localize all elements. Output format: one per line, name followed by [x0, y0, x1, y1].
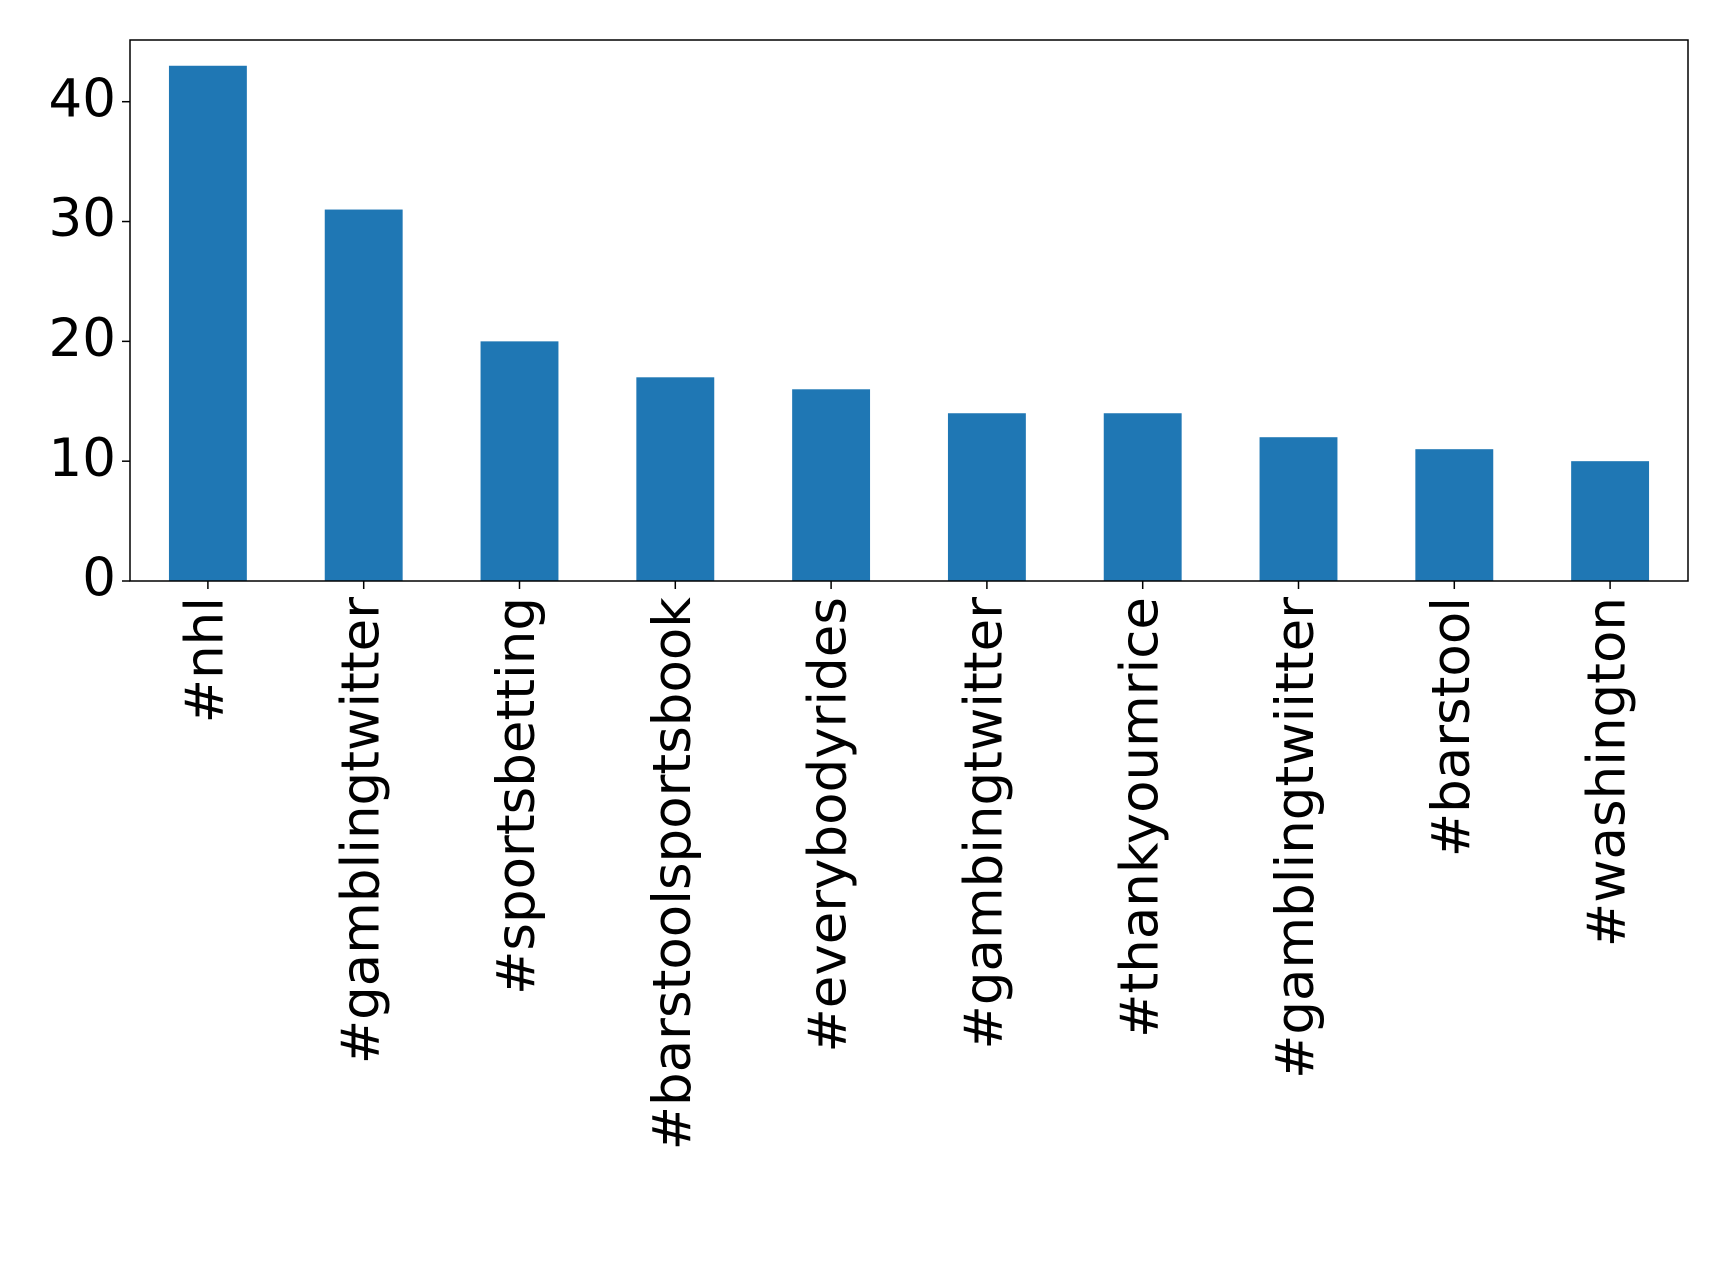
y-tick-label: 0 — [82, 548, 116, 609]
x-tick-label: #barstool — [1421, 597, 1482, 857]
x-tick-label: #thankyoumrice — [1109, 597, 1170, 1038]
bar — [1259, 437, 1338, 581]
y-tick-label: 20 — [49, 308, 116, 369]
x-tick-label: #gamblingtwitter — [330, 597, 391, 1065]
x-tick-label: #everybodyrides — [798, 597, 859, 1053]
y-tick-label: 10 — [49, 428, 116, 489]
bar — [792, 389, 871, 581]
bar — [168, 65, 247, 581]
bar — [480, 341, 559, 581]
bar — [636, 377, 715, 581]
x-tick-label: #washington — [1577, 597, 1638, 947]
y-tick-label: 40 — [49, 68, 116, 129]
bar — [947, 413, 1026, 581]
x-tick-label: #nhl — [175, 597, 236, 723]
x-tick-label: #sportsbetting — [486, 597, 547, 995]
y-tick-label: 30 — [49, 188, 116, 249]
plot-frame — [129, 39, 1689, 582]
bar — [324, 209, 403, 581]
x-tick-label: #gambingtwitter — [954, 597, 1015, 1050]
bar — [1103, 413, 1182, 581]
x-tick-label: #barstoolsportsbook — [642, 597, 703, 1151]
x-tick-label: #gamblingtwiitter — [1265, 597, 1326, 1079]
bar — [1415, 449, 1494, 581]
bar — [1571, 461, 1650, 581]
